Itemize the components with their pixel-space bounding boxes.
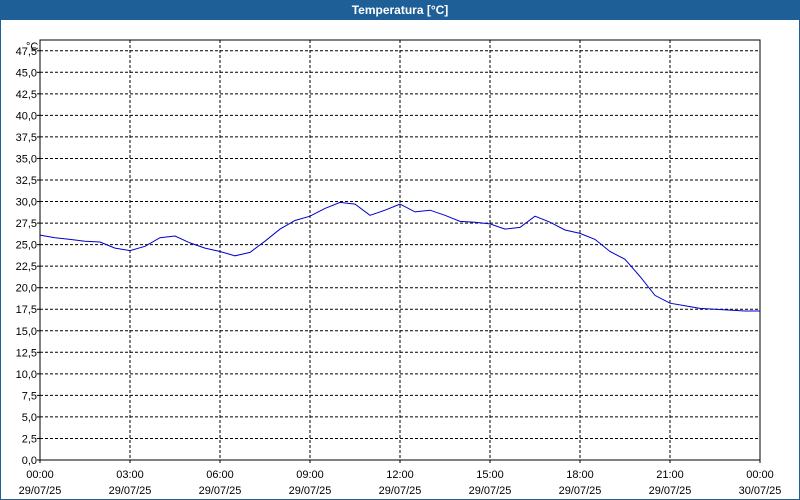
y-tick-label: 5,0 xyxy=(22,412,37,424)
x-tick-date-label: 29/07/25 xyxy=(109,485,152,497)
x-tick-date-label: 29/07/25 xyxy=(649,485,692,497)
y-tick-label: 12,5 xyxy=(16,347,37,359)
x-tick-date-label: 29/07/25 xyxy=(19,485,62,497)
x-tick-date-label: 29/07/25 xyxy=(289,485,332,497)
y-tick-label: 32,5 xyxy=(16,175,37,187)
x-tick-time-label: 12:00 xyxy=(386,469,414,481)
x-tick-date-label: 29/07/25 xyxy=(379,485,422,497)
y-axis: 0,0 2,5 5,0 7,5 10,0 12,5 15,0 17,5 20,0 22,5 25,0… xyxy=(16,46,40,467)
y-tick-label: 10,0 xyxy=(16,369,37,381)
y-tick-label: 27,5 xyxy=(16,218,37,230)
y-tick-label: 22,5 xyxy=(16,261,37,273)
y-tick-label: 47,5 xyxy=(16,46,37,58)
y-tick-label: 30,0 xyxy=(16,197,37,209)
chart-title: Temperatura [°C] xyxy=(0,0,800,20)
temperature-series-line xyxy=(39,201,760,312)
x-tick-time-label: 18:00 xyxy=(566,469,594,481)
y-tick-label: 15,0 xyxy=(16,326,37,338)
y-tick-label: 25,0 xyxy=(16,240,37,252)
y-tick-label: 17,5 xyxy=(16,304,37,316)
x-tick-time-label: 09:00 xyxy=(296,469,324,481)
grid-lines xyxy=(40,40,760,460)
x-tick-time-label: 00:00 xyxy=(746,469,774,481)
x-axis: 00:00 29/07/25 03:00 29/07/25 06:00 29/07/25 0… xyxy=(19,460,782,497)
y-tick-label: 40,0 xyxy=(16,110,37,122)
y-tick-label: 42,5 xyxy=(16,89,37,101)
y-tick-label: 37,5 xyxy=(16,132,37,144)
y-tick-label: 20,0 xyxy=(16,283,37,295)
x-tick-time-label: 03:00 xyxy=(116,469,144,481)
x-tick-date-label: 29/07/25 xyxy=(199,485,242,497)
x-tick-time-label: 21:00 xyxy=(656,469,684,481)
y-axis-unit: °C xyxy=(26,41,38,53)
y-tick-label: 0,0 xyxy=(22,455,37,467)
y-tick-label: 45,0 xyxy=(16,67,37,79)
x-tick-date-label: 29/07/25 xyxy=(469,485,512,497)
y-tick-label: 35,0 xyxy=(16,153,37,165)
y-tick-label: 7,5 xyxy=(22,390,37,402)
x-tick-date-label: 29/07/25 xyxy=(559,485,602,497)
x-tick-date-label: 30/07/25 xyxy=(739,485,782,497)
x-tick-time-label: 00:00 xyxy=(26,469,54,481)
x-tick-time-label: 15:00 xyxy=(476,469,504,481)
x-tick-time-label: 06:00 xyxy=(206,469,234,481)
y-tick-label: 2,5 xyxy=(22,433,37,445)
